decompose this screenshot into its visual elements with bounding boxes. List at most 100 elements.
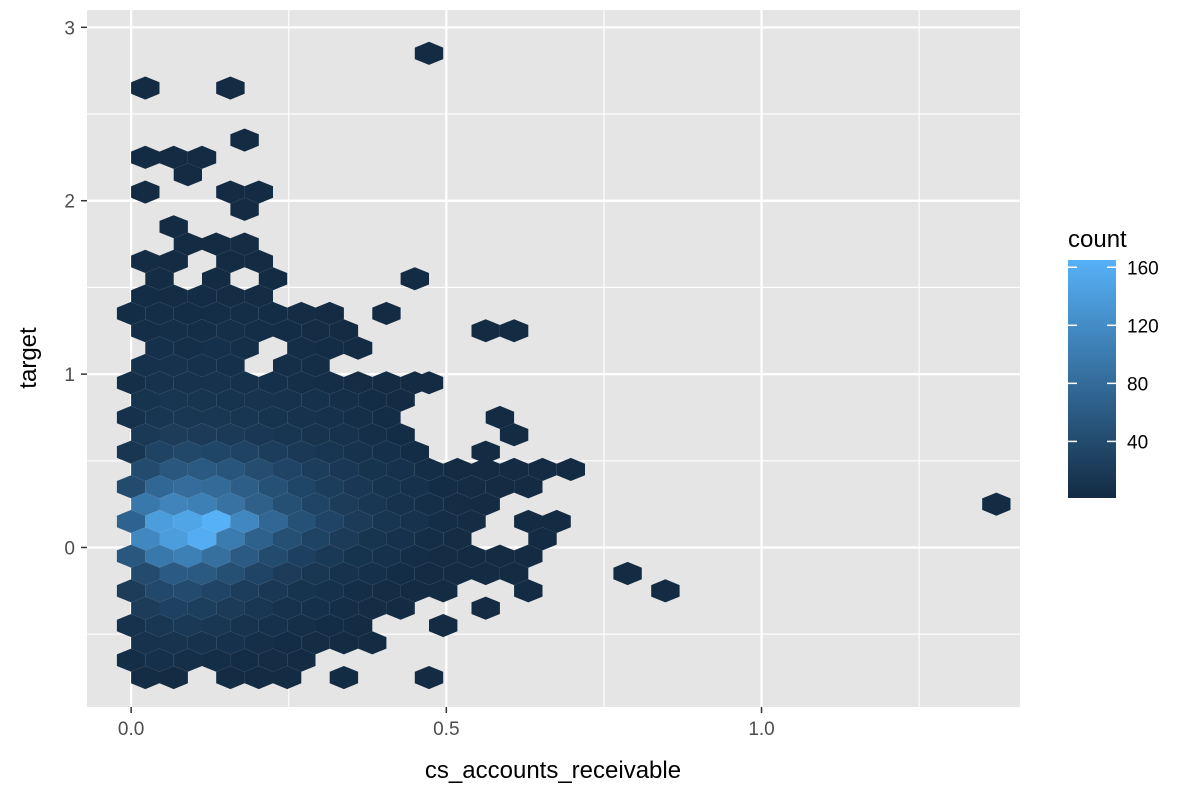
hex-cell [230,301,259,325]
hex-cell [651,579,680,603]
hex-cell [116,509,146,533]
hex-cell [244,561,273,586]
hex-cell [315,405,344,429]
hex-cell [230,509,259,533]
hex-cell [315,301,344,325]
hex-cell [457,475,486,499]
hex-cell [202,648,231,672]
hex-cell [159,666,188,690]
hex-cell [343,405,373,429]
hex-cell [273,631,302,655]
hex-cell [429,544,458,568]
hex-cell [173,232,202,256]
hex-cell [202,544,231,568]
hex-cell [514,579,543,603]
hex-cell [471,596,500,620]
legend-title: count [1068,226,1127,253]
hex-cell [187,388,217,412]
hex-cell [230,371,259,395]
hex-cell [329,666,359,690]
hex-cell [414,457,444,481]
hex-cell [414,561,444,586]
hex-cell [400,475,429,499]
hex-cell [145,475,174,499]
hex-cell [329,492,359,516]
hex-cell [216,631,245,655]
hex-cell [159,319,188,343]
hex-cell [216,423,245,447]
hex-cell [372,579,401,603]
hex-cell [145,267,174,291]
x-axis-title: cs_accounts_receivable [425,757,681,784]
hex-cell [131,284,160,308]
hex-cell [159,457,188,481]
hex-cell [273,423,302,447]
hex-cell [202,267,231,291]
hex-cell [244,319,273,343]
hex-cell [230,475,259,499]
hex-cell [244,492,273,516]
hex-cell [358,388,387,412]
hex-cell [173,509,202,533]
x-tick-label: 0.5 [433,719,459,740]
hex-cell [173,336,202,360]
hex-cell [244,249,273,273]
hex-cell [301,423,330,447]
hex-cell [202,405,231,429]
hexbin-cells [116,41,1011,690]
hex-cell [287,648,316,672]
hex-cell [173,579,202,603]
hex-cell [542,509,571,533]
hex-cell [131,76,160,100]
hex-cell [485,405,515,429]
x-tick-label: 0.0 [118,719,144,740]
hex-cell [216,527,245,551]
hex-cell [528,457,557,481]
hex-cell [301,631,330,655]
hex-cell [329,388,359,412]
hex-cell [159,492,188,516]
hex-cell [216,319,245,343]
hex-cell [244,596,273,620]
hex-cell [258,544,288,568]
hex-cell [329,561,359,586]
hex-cell [429,614,458,638]
hex-cell [216,388,245,412]
hex-cell [329,423,359,447]
hex-cell [173,614,202,638]
hex-cell [145,579,174,603]
hex-cell [301,388,330,412]
hex-cell [131,353,160,377]
hex-cell [216,666,245,690]
hex-cell [457,544,486,568]
hex-cell [187,145,217,169]
hex-cell [258,440,288,464]
y-tick-label: 3 [64,18,75,39]
hex-cell [343,509,373,533]
hex-cell [216,492,245,516]
hex-cell [131,666,160,690]
hex-cell [982,492,1011,516]
hex-cell [244,666,273,690]
hex-cell [443,457,472,481]
hex-cell [400,440,429,464]
hex-cell [187,492,217,516]
y-tick-label: 1 [64,365,75,386]
hex-cell [287,579,316,603]
hex-cell [116,544,146,568]
hex-cell [258,267,288,291]
hex-cell [499,423,529,447]
legend-break-label: 120 [1127,316,1159,337]
hex-cell [202,232,231,256]
hex-cell [287,614,316,638]
hex-cell [202,579,231,603]
hex-cell [329,631,359,655]
hex-cell [372,509,401,533]
hex-cell [414,666,444,690]
hex-cell [202,301,231,325]
hex-cell [116,579,146,603]
hex-cell [244,527,273,551]
hex-cell [329,319,359,343]
hex-cell [145,371,174,395]
hex-cell [159,215,188,239]
